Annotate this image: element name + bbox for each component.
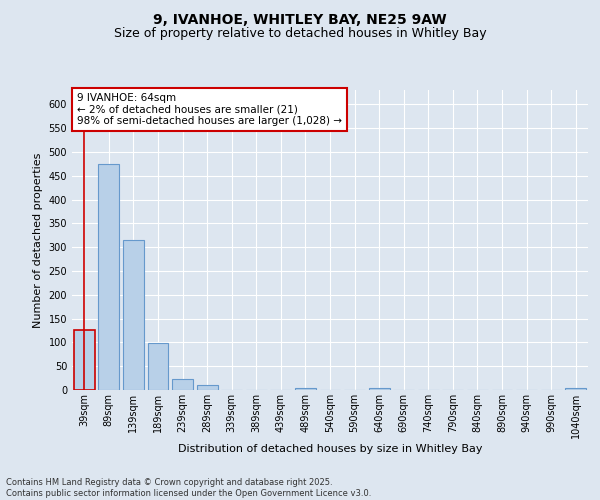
Bar [197,385,218,390]
Text: 9 IVANHOE: 64sqm
← 2% of detached houses are smaller (21)
98% of semi-detached h: 9 IVANHOE: 64sqm ← 2% of detached houses… [77,93,342,126]
Bar [368,388,389,390]
Y-axis label: Number of detached properties: Number of detached properties [33,152,43,328]
Bar [123,240,144,390]
Bar [148,344,169,390]
Text: Size of property relative to detached houses in Whitley Bay: Size of property relative to detached ho… [113,28,487,40]
Bar [172,379,193,390]
Bar [98,164,119,390]
Text: Contains HM Land Registry data © Crown copyright and database right 2025.
Contai: Contains HM Land Registry data © Crown c… [6,478,371,498]
Text: 9, IVANHOE, WHITLEY BAY, NE25 9AW: 9, IVANHOE, WHITLEY BAY, NE25 9AW [153,12,447,26]
Bar [74,330,95,390]
Bar [565,388,586,390]
Bar [295,388,316,390]
X-axis label: Distribution of detached houses by size in Whitley Bay: Distribution of detached houses by size … [178,444,482,454]
